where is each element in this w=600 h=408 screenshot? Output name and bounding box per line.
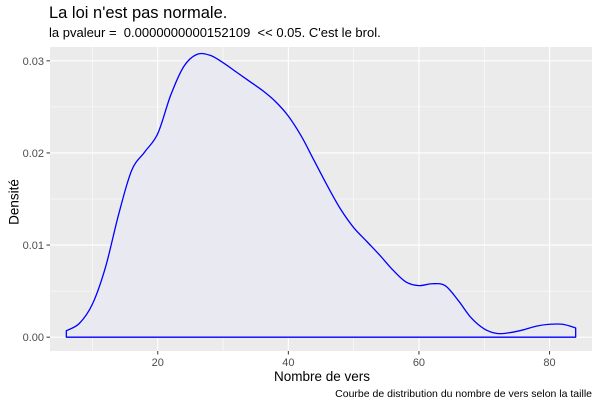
- y-tick-label: 0.02: [23, 148, 44, 160]
- x-tick-label: 20: [152, 357, 164, 369]
- chart-caption: Courbe de distribution du nombre de vers…: [335, 388, 592, 400]
- x-axis-label: Nombre de vers: [273, 369, 371, 384]
- y-tick-label: 0.03: [23, 56, 44, 68]
- chart-subtitle: la pvaleur = 0.0000000000152109 << 0.05.…: [49, 25, 381, 40]
- x-tick-label: 60: [413, 357, 425, 369]
- y-tick-label: 0.00: [23, 332, 44, 344]
- axis-ticks: [46, 60, 551, 355]
- density-curve: [65, 52, 577, 338]
- chart-title: La loi n'est pas normale.: [49, 4, 228, 22]
- x-tick-label: 80: [543, 357, 555, 369]
- density-curve-layer: [65, 52, 577, 338]
- axis-tick-labels: 20 40 60 80 0.00 0.01 0.02 0.03: [23, 56, 556, 369]
- y-tick-label: 0.01: [23, 240, 44, 252]
- x-tick-label: 40: [282, 357, 294, 369]
- y-axis-label: Densité: [6, 179, 22, 225]
